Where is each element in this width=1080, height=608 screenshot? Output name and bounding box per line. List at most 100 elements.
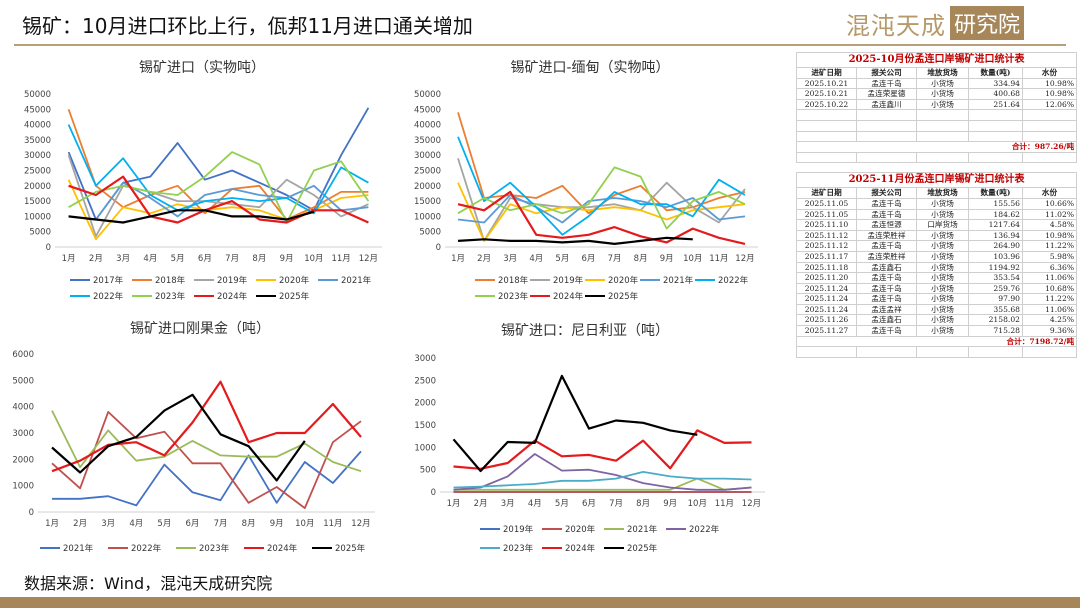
y-tick-label: 25000 [24,167,51,177]
legend-label: 2020年 [565,524,596,535]
table-cell: 小货场 [916,325,969,337]
table-cell: 2025.11.10 [796,219,857,231]
y-tick-label: 40000 [24,121,51,131]
x-tick-label: 8月 [636,499,650,509]
table-cell-empty [968,130,1023,143]
table-cell: 孟连千岛 [856,208,917,221]
table-row: 2025.10.21 孟连千岛 小货场 334.94 10.98% [796,77,1078,90]
table-cell: 孟连千岛 [856,272,917,284]
x-tick-label: 11月 [323,519,342,529]
x-tick-label: 6月 [581,254,595,264]
table-cell: 小货场 [916,272,969,284]
legend-label: 2021年 [63,543,94,554]
table-cell: 264.90 [968,240,1023,252]
x-tick-label: 11月 [715,499,734,509]
stats-table-october: 2025-10月份孟连口岸锡矿进口统计表 进矿日期 报关公司 堆放货场 数量(吨) 水份 2… [795,52,1078,164]
y-tick-label: 15000 [24,197,51,207]
legend-label: 2019年 [553,275,584,286]
table-cell: 2025.10.21 [796,77,857,90]
series-line-2021年 [457,194,746,224]
table-cell-empty [968,151,1023,164]
table-row: 2025.10.21 孟连荣星德 小货场 400.68 10.98% [796,88,1078,100]
table-header-cell: 堆放货场 [916,187,969,199]
y-tick-label: 30000 [414,151,441,161]
table-header-cell: 报关公司 [856,67,917,79]
data-source-note: 数据来源：Wind，混沌天成研究院 [24,574,273,593]
series-line-2025年 [68,209,315,224]
x-tick-label: 5月 [171,254,185,264]
series-line-2020年 [67,179,369,241]
table-header-cell: 报关公司 [856,187,917,199]
table-cell: 10.66% [1021,197,1078,210]
series-line-2022年 [457,136,746,236]
series-line-2019年 [67,154,369,238]
table-cell: 2025.11.17 [796,250,857,263]
table-cell: 334.94 [968,77,1023,90]
chart-tin-import-total: 锡矿进口（实物吨） 0 5000 10000 15000 20000 25000 30000 3… [24,60,382,302]
x-tick-label: 3月 [116,254,130,264]
table-cell: 2025.11.24 [796,282,857,295]
table-row: 2025.11.12 孟连千岛 小货场 264.90 11.22% [796,240,1078,252]
table-cell: 2025.11.24 [796,303,857,316]
x-tick-label: 6月 [582,499,596,509]
table-row: 2025.11.17 孟连荣胜祥 小货场 103.96 5.98% [796,250,1078,263]
table-header-cell: 水份 [1021,67,1078,79]
table-cell-empty [916,119,969,132]
series-line-2025年 [457,236,693,245]
series-line-2024年 [453,429,752,470]
x-tick-label: 9月 [280,254,294,264]
y-tick-label: 40000 [414,121,441,131]
table-cell: 2025.11.05 [796,208,857,221]
y-tick-label: 0 [436,243,441,253]
y-tick-label: 10000 [24,212,51,222]
table-cell: 11.22% [1021,293,1078,305]
table-cell: 2025.11.05 [796,197,857,210]
table-cell-empty [968,346,1023,358]
table-cell-empty [968,119,1023,132]
y-tick-label: 20000 [24,182,51,192]
table-cell: 6.36% [1021,261,1078,274]
legend-label: 2025年 [608,291,639,302]
table-cell: 2025.11.26 [796,314,857,327]
series-line-2021年 [52,450,362,507]
chart-title: 锡矿进口-缅甸（实物吨） [510,60,669,76]
x-tick-label: 12月 [742,499,761,509]
table-cell-empty [1021,119,1078,132]
legend-label: 2021年 [663,275,694,286]
table-cell: 口岸货场 [916,219,969,231]
table-cell-empty [968,109,1023,121]
table-row: 2025.11.24 孟连千岛 小货场 259.76 10.68% [796,282,1078,295]
x-tick-label: 11月 [709,254,728,264]
table-cell-empty [1021,130,1078,143]
table-cell: 10.98% [1021,88,1078,100]
table-cell: 小货场 [916,314,969,327]
table-cell: 孟连鑫石 [856,261,917,274]
y-tick-label: 50000 [24,90,51,100]
x-tick-label: 10月 [304,254,323,264]
x-tick-label: 3月 [501,499,515,509]
table-cell: 184.62 [968,208,1023,221]
y-tick-label: 35000 [414,136,441,146]
table-row: 2025.11.10 孟连恒源 口岸货场 1217.64 4.58% [796,219,1078,231]
table-cell: 5.98% [1021,250,1078,263]
y-tick-label: 5000 [12,376,34,386]
y-tick-label: 4000 [12,403,34,413]
table-cell: 孟连荣胜祥 [856,250,917,263]
legend-label: 2022年 [689,524,720,535]
x-tick-label: 5月 [555,254,569,264]
x-tick-label: 9月 [660,254,674,264]
table-cell: 小货场 [916,282,969,295]
x-tick-label: 7月 [609,499,623,509]
table-cell-empty [796,119,857,132]
table-cell: 小货场 [916,197,969,210]
table-total: 合计：987.26/吨 [795,141,1078,153]
legend-label: 2018年 [498,275,529,286]
table-row: 2025.11.26 孟连鑫石 小货场 2158.02 4.25% [796,314,1078,327]
table-cell: 小货场 [916,250,969,263]
legend-label: 2020年 [279,275,310,286]
x-tick-label: 7月 [214,519,228,529]
chart-tin-import-congo: 锡矿进口刚果金（吨） 0 1000 2000 3000 4000 5000 6000 1月 2月 3… [12,321,375,554]
y-tick-label: 3000 [414,354,436,364]
table-row: 2025.11.24 孟连孟祥 小货场 355.68 11.06% [796,303,1078,316]
x-tick-label: 12月 [359,254,378,264]
